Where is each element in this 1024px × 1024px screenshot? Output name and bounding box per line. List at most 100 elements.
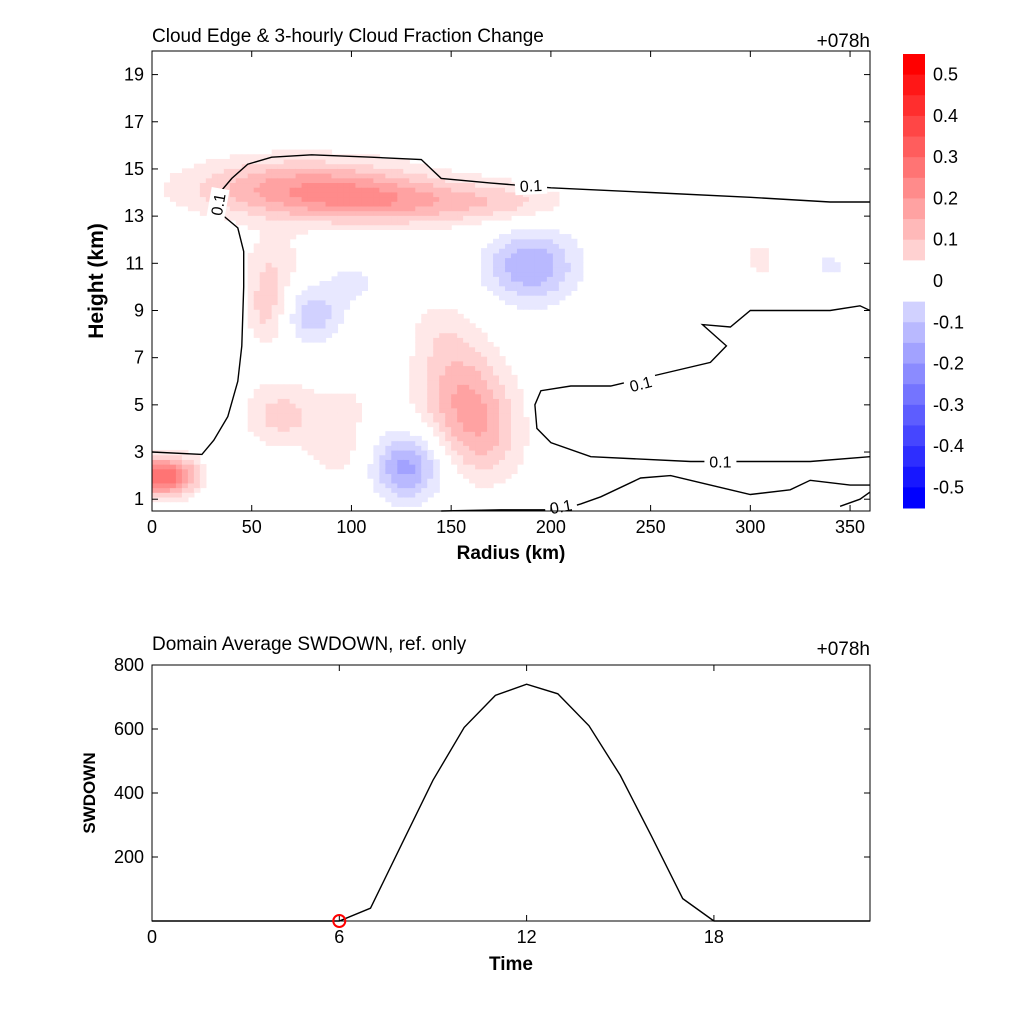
- heatmap-cell: [157, 487, 165, 493]
- heatmap-cell: [313, 173, 321, 179]
- heatmap-cell: [403, 445, 410, 451]
- heatmap-cell: [175, 492, 183, 498]
- heatmap-cell: [169, 191, 177, 198]
- heatmap-cell: [343, 191, 351, 198]
- heatmap-cell: [319, 454, 327, 460]
- heatmap-cell: [481, 215, 488, 221]
- heatmap-cell: [193, 468, 201, 475]
- heatmap-cell: [427, 412, 434, 418]
- heatmap-cell: [481, 271, 488, 277]
- heatmap-cell: [409, 468, 416, 475]
- heatmap-cell: [379, 224, 386, 230]
- heatmap-cell: [295, 431, 303, 437]
- heatmap-cell: [522, 201, 530, 207]
- heatmap-cell: [564, 262, 572, 268]
- heatmap-cell: [289, 403, 297, 409]
- heatmap-cell: [522, 266, 530, 273]
- colorbar-tick-label: 0.3: [933, 147, 958, 167]
- heatmap-cell: [355, 403, 363, 409]
- heatmap-cell: [367, 215, 374, 221]
- heatmap-cell: [427, 337, 434, 343]
- heatmap-cell: [295, 309, 303, 315]
- heatmap-cell: [499, 370, 506, 376]
- heatmap-cell: [475, 201, 482, 207]
- heatmap-cell: [487, 177, 494, 184]
- heatmap-cell: [349, 412, 357, 418]
- heatmap-cell: [313, 210, 321, 216]
- heatmap-cell: [487, 370, 494, 376]
- x-tick-label: 200: [536, 517, 566, 537]
- heatmap-cell: [307, 445, 315, 451]
- heatmap-cell: [259, 229, 267, 235]
- heatmap-cell: [487, 252, 494, 259]
- heatmap-cell: [451, 426, 458, 432]
- heatmap-cell: [343, 177, 351, 184]
- heatmap-cell: [397, 454, 404, 460]
- heatmap-cell: [289, 191, 297, 198]
- heatmap-cell: [445, 417, 452, 423]
- heatmap-cell: [397, 492, 404, 498]
- heatmap-cell: [271, 168, 279, 174]
- heatmap-cell: [762, 248, 769, 254]
- heatmap-cell: [516, 459, 524, 465]
- heatmap-cell: [516, 285, 524, 291]
- heatmap-cell: [451, 313, 458, 320]
- heatmap-cell: [283, 435, 291, 442]
- heatmap-cell: [163, 487, 171, 493]
- heatmap-cell: [265, 384, 273, 390]
- heatmap-cell: [433, 370, 440, 376]
- heatmap-cell: [433, 323, 440, 329]
- heatmap-cell: [325, 196, 333, 202]
- heatmap-cell: [253, 393, 261, 399]
- heatmap-cell: [421, 182, 428, 188]
- heatmap-cell: [247, 201, 255, 207]
- heatmap-cell: [319, 210, 327, 216]
- heatmap-cell: [475, 182, 482, 188]
- heatmap-cell: [445, 407, 452, 414]
- bottom-chart-frame: [151, 664, 871, 922]
- heatmap-cell: [373, 224, 380, 230]
- heatmap-cell: [253, 398, 261, 404]
- heatmap-cell: [265, 290, 273, 296]
- heatmap-cell: [439, 219, 446, 226]
- heatmap-cell: [481, 187, 488, 193]
- heatmap-cell: [205, 163, 213, 169]
- heatmap-cell: [331, 403, 339, 409]
- heatmap-cell: [756, 262, 763, 268]
- heatmap-cell: [259, 210, 267, 216]
- heatmap-cell: [331, 304, 339, 310]
- heatmap-cell: [409, 445, 416, 451]
- heatmap-cell: [355, 276, 363, 282]
- heatmap-cell: [540, 276, 548, 282]
- heatmap-cell: [540, 243, 548, 249]
- heatmap-cell: [391, 177, 398, 184]
- heatmap-cell: [301, 177, 309, 184]
- heatmap-cell: [157, 478, 165, 484]
- heatmap-cell: [439, 374, 446, 381]
- heatmap-cell: [277, 295, 285, 301]
- heatmap-cell: [295, 196, 303, 202]
- heatmap-cell: [439, 426, 446, 432]
- heatmap-cell: [421, 356, 428, 362]
- heatmap-cell: [457, 346, 464, 352]
- heatmap-cell: [487, 205, 494, 212]
- heatmap-cell: [385, 210, 392, 216]
- heatmap-cell: [193, 182, 201, 188]
- heatmap-cell: [313, 454, 321, 460]
- heatmap-cell: [469, 407, 476, 414]
- heatmap-cell: [319, 393, 327, 399]
- heatmap-cell: [397, 501, 404, 507]
- heatmap-cell: [157, 464, 165, 470]
- heatmap-cell: [289, 215, 297, 221]
- x-tick-label: 50: [242, 517, 262, 537]
- heatmap-cell: [271, 327, 279, 334]
- heatmap-cell: [457, 426, 464, 432]
- heatmap-cell: [397, 191, 404, 198]
- heatmap-cell: [403, 196, 410, 202]
- heatmap-cell: [540, 229, 548, 235]
- heatmap-cell: [247, 262, 255, 268]
- heatmap-cell: [349, 182, 357, 188]
- heatmap-cell: [415, 365, 422, 371]
- heatmap-cell: [259, 154, 267, 160]
- heatmap-cell: [295, 421, 303, 428]
